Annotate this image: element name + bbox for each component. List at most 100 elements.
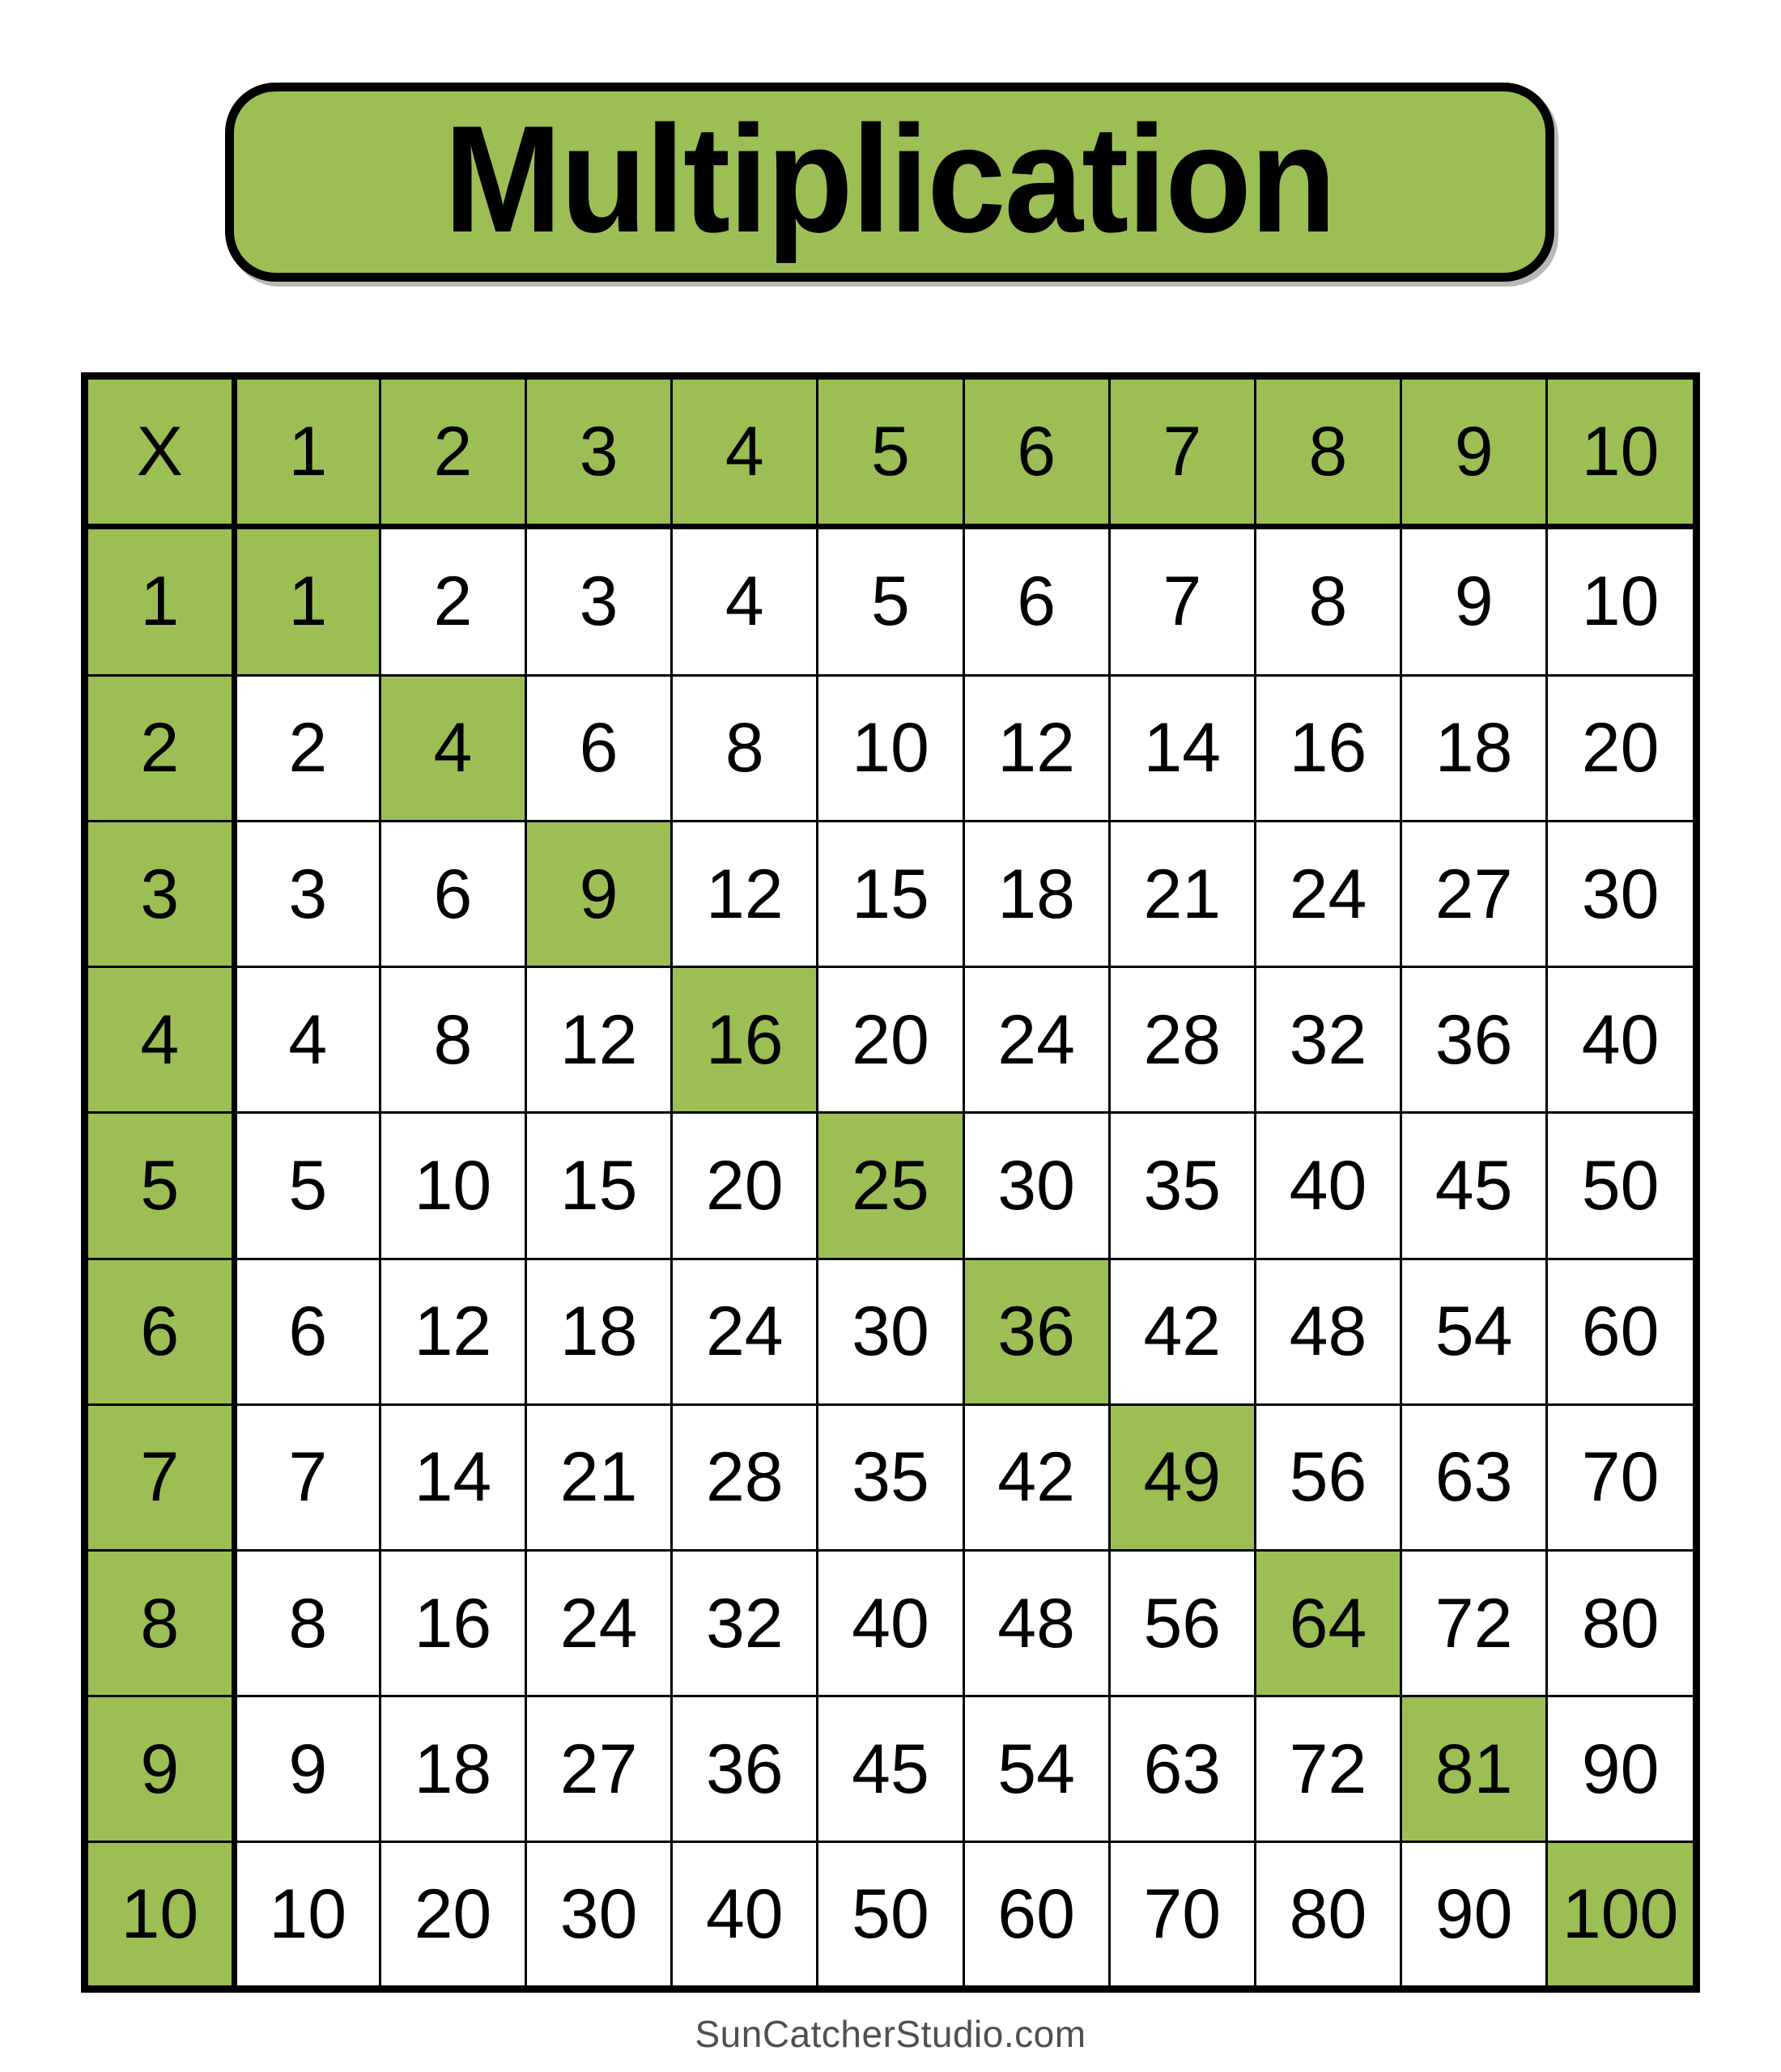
product-cell: 54 <box>962 1695 1111 1844</box>
product-cell: 10 <box>232 1841 381 1985</box>
product-cell: 18 <box>525 1257 674 1406</box>
product-cell: 24 <box>670 1257 819 1406</box>
table-row: 6 6 12 18 24 30 36 42 48 54 60 <box>88 1257 1693 1406</box>
title-banner: Multiplication <box>225 83 1554 282</box>
product-cell: 2 <box>378 524 528 677</box>
row-header-cell: 7 <box>88 1403 237 1552</box>
product-cell: 42 <box>1107 1257 1256 1406</box>
table-header-row: X 1 2 3 4 5 6 7 8 9 10 <box>88 380 1693 529</box>
product-cell: 2 <box>232 673 381 823</box>
product-cell: 3 <box>525 524 674 677</box>
product-cell: 16 <box>378 1548 528 1698</box>
product-cell: 28 <box>1107 966 1256 1115</box>
product-cell: 10 <box>816 673 965 823</box>
product-cell: 5 <box>816 524 965 677</box>
product-cell: 35 <box>816 1403 965 1552</box>
product-cell: 30 <box>525 1841 674 1985</box>
product-cell: 36 <box>1400 966 1549 1115</box>
product-cell: 48 <box>962 1548 1111 1698</box>
product-cell: 20 <box>670 1111 819 1260</box>
product-cell: 30 <box>816 1257 965 1406</box>
product-cell-diagonal: 25 <box>816 1111 965 1260</box>
product-cell: 40 <box>816 1548 965 1698</box>
column-header-cell: 3 <box>525 380 674 529</box>
column-header-cell: 1 <box>232 380 381 529</box>
product-cell: 27 <box>1400 820 1549 969</box>
table-row: 7 7 14 21 28 35 42 49 56 63 70 <box>88 1403 1693 1552</box>
product-cell: 12 <box>962 673 1111 823</box>
table-row: 10 10 20 30 40 50 60 70 80 90 100 <box>88 1841 1693 1985</box>
row-header-cell: 10 <box>88 1841 237 1985</box>
product-cell: 50 <box>816 1841 965 1985</box>
product-cell-diagonal: 4 <box>378 673 528 823</box>
table-row: 3 3 6 9 12 15 18 21 24 27 30 <box>88 820 1693 969</box>
product-cell: 72 <box>1400 1548 1549 1698</box>
product-cell: 50 <box>1545 1111 1693 1260</box>
product-cell: 63 <box>1400 1403 1549 1552</box>
row-header-cell: 8 <box>88 1548 237 1698</box>
product-cell: 21 <box>1107 820 1256 969</box>
product-cell: 24 <box>962 966 1111 1115</box>
product-cell: 10 <box>1545 524 1693 677</box>
product-cell: 8 <box>378 966 528 1115</box>
product-cell: 12 <box>670 820 819 969</box>
product-cell: 90 <box>1545 1695 1693 1844</box>
table-row: 2 2 4 6 8 10 12 14 16 18 20 <box>88 673 1693 823</box>
product-cell: 15 <box>525 1111 674 1260</box>
product-cell: 4 <box>232 966 381 1115</box>
table-row: 5 5 10 15 20 25 30 35 40 45 50 <box>88 1111 1693 1260</box>
product-cell: 45 <box>1400 1111 1549 1260</box>
product-cell: 15 <box>816 820 965 969</box>
product-cell-diagonal: 49 <box>1107 1403 1256 1552</box>
product-cell: 3 <box>232 820 381 969</box>
table-row: 9 9 18 27 36 45 54 63 72 81 90 <box>88 1695 1693 1844</box>
product-cell: 56 <box>1107 1548 1256 1698</box>
multiplication-table: X 1 2 3 4 5 6 7 8 9 10 1 1 2 3 4 5 6 7 8 9 10 2 2 4 6 8 10 12 14 16 18 2… <box>81 372 1700 1993</box>
product-cell: 5 <box>232 1111 381 1260</box>
product-cell: 42 <box>962 1403 1111 1552</box>
product-cell: 60 <box>962 1841 1111 1985</box>
product-cell: 60 <box>1545 1257 1693 1406</box>
product-cell: 48 <box>1253 1257 1403 1406</box>
product-cell: 18 <box>1400 673 1549 823</box>
product-cell: 7 <box>1107 524 1256 677</box>
product-cell: 20 <box>378 1841 528 1985</box>
product-cell: 24 <box>1253 820 1403 969</box>
product-cell: 20 <box>1545 673 1693 823</box>
product-cell: 12 <box>378 1257 528 1406</box>
product-cell: 72 <box>1253 1695 1403 1844</box>
column-header-cell: 8 <box>1253 380 1403 529</box>
product-cell-diagonal: 16 <box>670 966 819 1115</box>
product-cell: 54 <box>1400 1257 1549 1406</box>
product-cell-diagonal: 100 <box>1545 1841 1693 1985</box>
page-title: Multiplication <box>444 94 1337 264</box>
product-cell: 80 <box>1545 1548 1693 1698</box>
product-cell: 40 <box>670 1841 819 1985</box>
table-row: 8 8 16 24 32 40 48 56 64 72 80 <box>88 1548 1693 1698</box>
product-cell: 30 <box>962 1111 1111 1260</box>
product-cell: 8 <box>232 1548 381 1698</box>
table-corner-cell: X <box>88 380 237 529</box>
product-cell: 14 <box>378 1403 528 1552</box>
product-cell-diagonal: 1 <box>232 524 381 677</box>
product-cell: 4 <box>670 524 819 677</box>
product-cell: 8 <box>670 673 819 823</box>
product-cell-diagonal: 81 <box>1400 1695 1549 1844</box>
product-cell: 18 <box>962 820 1111 969</box>
row-header-cell: 1 <box>88 524 237 677</box>
row-header-cell: 2 <box>88 673 237 823</box>
column-header-cell: 7 <box>1107 380 1256 529</box>
product-cell: 32 <box>1253 966 1403 1115</box>
product-cell: 70 <box>1107 1841 1256 1985</box>
product-cell: 6 <box>962 524 1111 677</box>
product-cell: 40 <box>1545 966 1693 1115</box>
product-cell: 20 <box>816 966 965 1115</box>
product-cell: 9 <box>232 1695 381 1844</box>
product-cell: 18 <box>378 1695 528 1844</box>
product-cell: 24 <box>525 1548 674 1698</box>
product-cell: 12 <box>525 966 674 1115</box>
product-cell: 80 <box>1253 1841 1403 1985</box>
product-cell: 90 <box>1400 1841 1549 1985</box>
product-cell: 7 <box>232 1403 381 1552</box>
product-cell-diagonal: 9 <box>525 820 674 969</box>
